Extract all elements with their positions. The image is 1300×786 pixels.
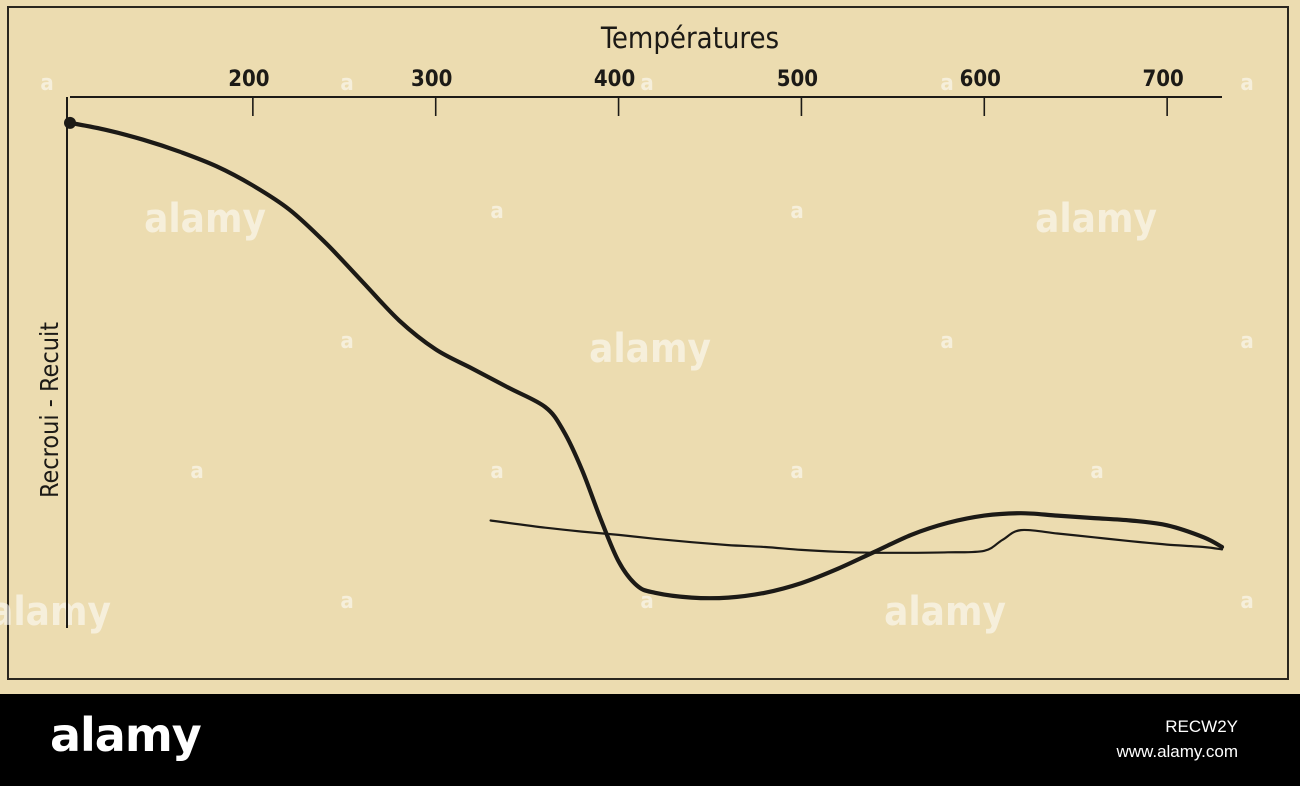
series-layer (64, 116, 1225, 601)
watermark-mark: a (190, 459, 203, 484)
figure-frame (7, 6, 1289, 680)
x-tick-label-200: 200 (228, 67, 269, 92)
series-thin-line (489, 519, 1224, 554)
watermark-mark: a (40, 71, 53, 96)
watermark-logo: alamy (0, 589, 111, 635)
watermark-mark: a (790, 459, 803, 484)
watermark-mark: a (340, 329, 353, 354)
image-id: RECW2Y (1165, 717, 1238, 736)
watermark-mark: a (340, 589, 353, 614)
watermark-mark: a (490, 459, 503, 484)
watermark-layer: alamy alamy alamy alamy alamy a a a a a a a a a a a a a a a… (0, 71, 1254, 635)
x-tick-labels: 200 300 400 500 600 700 (228, 67, 1184, 92)
watermark-logo: alamy (884, 589, 1006, 635)
x-tick-label-600: 600 (960, 67, 1001, 92)
watermark-logo: alamy (589, 326, 711, 372)
watermark-logo: alamy (144, 196, 266, 242)
watermark-mark: a (790, 199, 803, 224)
site-url[interactable]: www.alamy.com (1116, 742, 1238, 761)
stock-footer: alamy RECW2Y www.alamy.com (0, 694, 1300, 786)
scanned-page: alamy alamy alamy alamy alamy a a a a a a a a a a a a a a a… (0, 0, 1300, 694)
watermark-mark: a (940, 71, 953, 96)
x-tick-label-300: 300 (411, 67, 452, 92)
series-start-marker (64, 116, 76, 129)
x-axis-title: Températures (600, 21, 779, 55)
watermark-mark: a (940, 329, 953, 354)
watermark-mark: a (1090, 459, 1103, 484)
temperature-chart: alamy alamy alamy alamy alamy a a a a a a a a a a a a a a a… (0, 6, 1289, 680)
watermark-mark: a (340, 71, 353, 96)
x-tick-label-700: 700 (1142, 67, 1183, 92)
watermark-mark: a (1240, 329, 1253, 354)
chart-axes: 200 300 400 500 600 700 Températures Recroui … (35, 21, 1222, 628)
watermark-mark: a (490, 199, 503, 224)
watermark-mark: a (1240, 589, 1253, 614)
watermark-logo: alamy (1035, 196, 1157, 242)
watermark-mark: a (640, 589, 653, 614)
watermark-mark: a (640, 71, 653, 96)
watermark-mark: a (1240, 71, 1253, 96)
x-ticks (252, 97, 1168, 116)
x-tick-label-400: 400 (594, 67, 635, 92)
series-thick-line (67, 120, 1225, 601)
x-tick-label-500: 500 (777, 67, 818, 92)
y-axis-title: Recroui - Recuit (35, 322, 64, 498)
alamy-logo: alamy (50, 708, 202, 762)
